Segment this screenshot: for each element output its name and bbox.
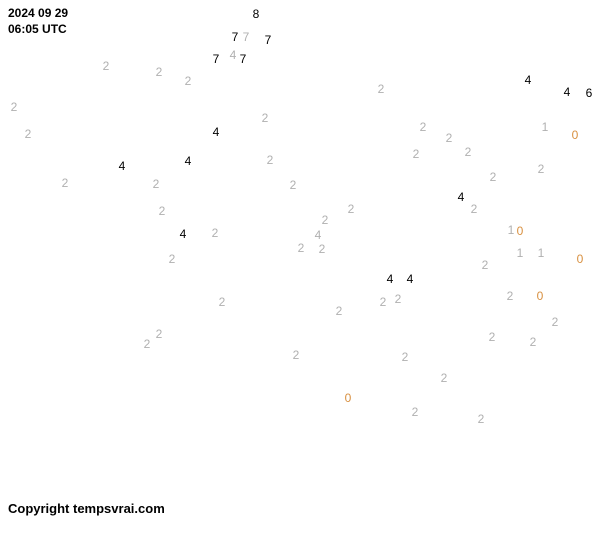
data-point: 4 [230,48,237,62]
data-point: 4 [564,85,571,99]
data-point: 2 [11,100,18,114]
data-point: 2 [103,59,110,73]
data-point: 2 [267,153,274,167]
data-point: 2 [156,65,163,79]
data-point: 2 [25,127,32,141]
data-point: 7 [240,52,247,66]
data-point: 7 [265,33,272,47]
data-point: 2 [489,330,496,344]
data-point: 1 [517,246,524,260]
data-point: 2 [262,111,269,125]
data-point: 2 [185,74,192,88]
data-point: 2 [465,145,472,159]
data-point: 2 [219,295,226,309]
data-point: 0 [537,289,544,303]
data-point: 2 [144,337,151,351]
data-point: 2 [62,176,69,190]
data-point: 2 [378,82,385,96]
data-point: 2 [507,289,514,303]
data-point: 0 [345,391,352,405]
data-point: 4 [525,73,532,87]
data-point: 1 [508,223,515,237]
data-point: 4 [180,227,187,241]
header: 2024 09 29 06:05 UTC [8,6,68,37]
data-point: 4 [213,125,220,139]
data-point: 4 [407,272,414,286]
header-time: 06:05 UTC [8,22,68,38]
data-point: 4 [387,272,394,286]
data-point: 2 [471,202,478,216]
data-point: 2 [153,177,160,191]
data-point: 2 [420,120,427,134]
data-point: 2 [159,204,166,218]
data-point: 2 [530,335,537,349]
data-point: 2 [293,348,300,362]
data-point: 2 [478,412,485,426]
data-point: 1 [538,246,545,260]
data-point: 4 [119,159,126,173]
data-point: 2 [538,162,545,176]
data-point: 6 [586,86,593,100]
copyright: Copyright tempsvrai.com [8,501,165,516]
data-point: 2 [290,178,297,192]
data-point: 2 [552,315,559,329]
data-point: 0 [517,224,524,238]
data-point: 2 [490,170,497,184]
data-point: 0 [572,128,579,142]
data-point: 1 [542,120,549,134]
data-point: 8 [253,7,260,21]
data-point: 7 [232,30,239,44]
data-point: 2 [212,226,219,240]
data-point: 4 [315,228,322,242]
data-point: 2 [298,241,305,255]
header-date: 2024 09 29 [8,6,68,22]
data-point: 7 [243,30,250,44]
data-point: 2 [413,147,420,161]
data-point: 2 [169,252,176,266]
data-point: 2 [412,405,419,419]
data-point: 2 [446,131,453,145]
data-point: 2 [319,242,326,256]
data-point: 7 [213,52,220,66]
data-point: 2 [348,202,355,216]
data-point: 2 [156,327,163,341]
data-point: 2 [395,292,402,306]
data-point: 2 [380,295,387,309]
data-point: 2 [402,350,409,364]
data-point: 2 [322,213,329,227]
data-point: 0 [577,252,584,266]
data-point: 4 [458,190,465,204]
data-point: 4 [185,154,192,168]
data-point: 2 [482,258,489,272]
data-point: 2 [441,371,448,385]
data-point: 2 [336,304,343,318]
